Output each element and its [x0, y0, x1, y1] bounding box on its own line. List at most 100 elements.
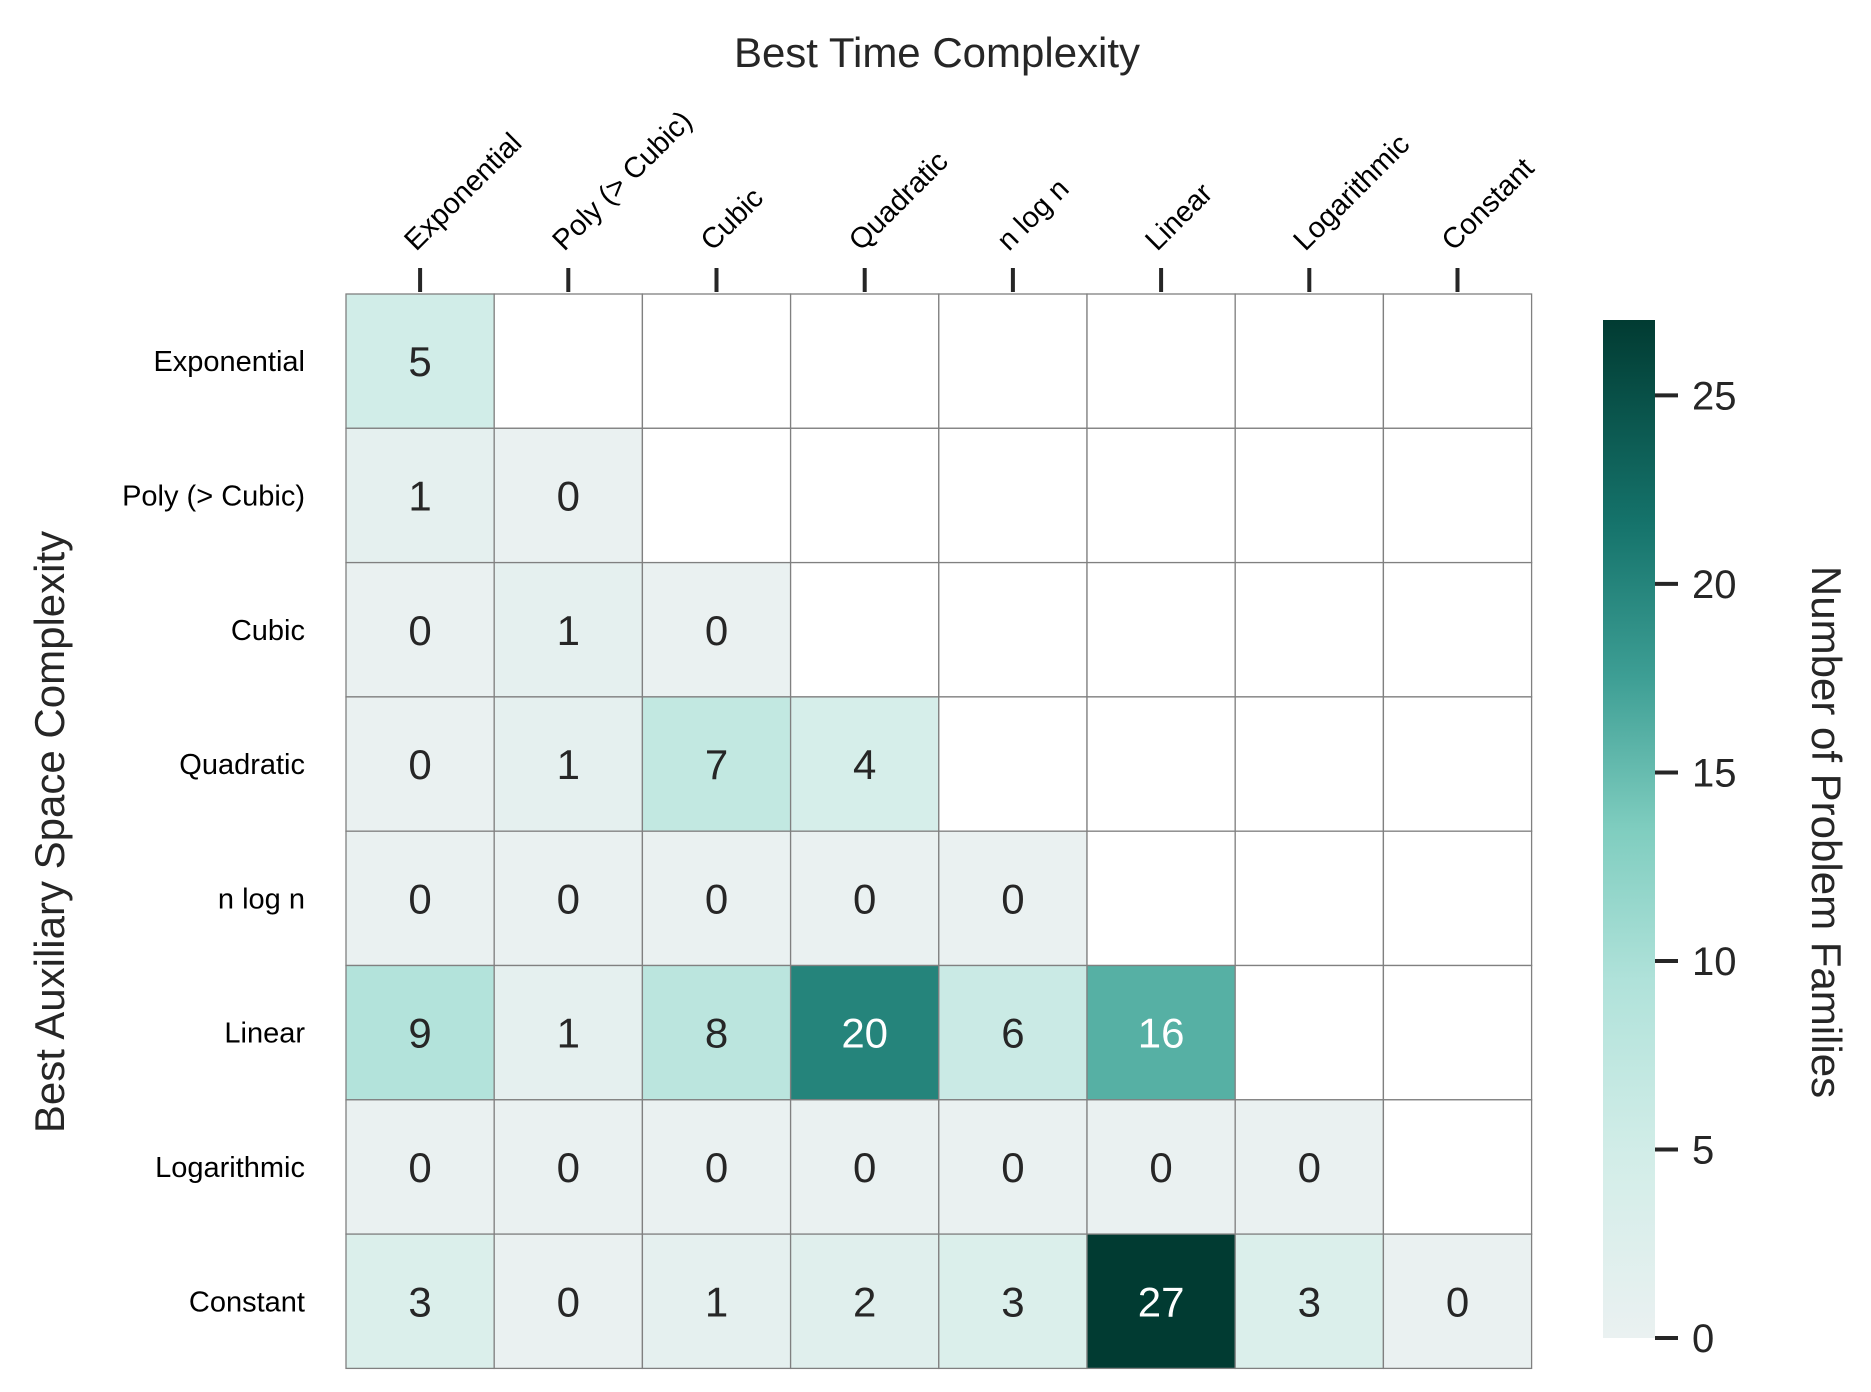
y-tick-label: Quadratic — [179, 749, 305, 781]
cell-value-label: 7 — [705, 741, 728, 788]
heatmap-cell — [641, 427, 792, 564]
heatmap-cell — [345, 1233, 495, 1370]
heatmap-cell — [493, 964, 644, 1101]
colorbar-tick-label: 10 — [1692, 940, 1737, 984]
heatmap-cell — [1382, 427, 1533, 564]
cell-value-label: 0 — [408, 875, 431, 922]
colorbar-tick-label: 25 — [1692, 374, 1737, 418]
x-tick-label: Constant — [1436, 152, 1541, 257]
heatmap-cell — [938, 1099, 1088, 1235]
heatmap-cell — [641, 1099, 792, 1235]
heatmap-cell — [493, 293, 644, 429]
heatmap-cell — [493, 1233, 644, 1370]
heatmap-cell — [493, 696, 644, 832]
colorbar-tick-label: 20 — [1692, 563, 1737, 607]
heatmap-cell — [938, 696, 1088, 832]
heatmap-cell — [789, 1233, 940, 1370]
heatmap-cell — [789, 293, 940, 429]
heatmap-cell — [345, 964, 495, 1101]
heatmap-cell — [345, 830, 495, 967]
heatmap-cell — [938, 561, 1088, 698]
cell-value-label: 1 — [705, 1278, 728, 1325]
cell-value-label: 0 — [557, 1278, 580, 1325]
cell-value-label: 1 — [408, 472, 431, 519]
cell-value-label: 1 — [557, 607, 580, 654]
heatmap-cell — [641, 1233, 792, 1370]
heatmap-cell — [493, 1099, 644, 1235]
y-tick-label: Poly (> Cubic) — [122, 480, 305, 512]
heatmap-cell — [493, 427, 644, 564]
heatmap-cell — [641, 964, 792, 1101]
heatmap-cell — [1382, 964, 1533, 1101]
y-axis-ticks: Exponential Poly (> Cubic) Cubic Quadratic n… — [122, 346, 305, 1318]
cell-value-label: 0 — [557, 1144, 580, 1191]
colorbar: 0 5 10 15 20 25 — [1603, 320, 1737, 1361]
cell-value-label: 0 — [557, 472, 580, 519]
heatmap-cell — [789, 1099, 940, 1235]
heatmap-cell — [938, 964, 1088, 1101]
cell-value-label: 0 — [705, 875, 728, 922]
heatmap-cell — [1382, 1099, 1533, 1235]
heatmap-cell — [1086, 1099, 1236, 1235]
heatmap-cell — [1234, 561, 1385, 698]
x-tick-label: Quadratic — [843, 145, 955, 257]
cell-value-label: 0 — [408, 1144, 431, 1191]
cell-value-label: 4 — [853, 741, 876, 788]
heatmap-cell — [345, 427, 495, 564]
heatmap-cell — [1382, 696, 1533, 832]
chart-title: Best Time Complexity — [734, 29, 1140, 76]
cell-value-label: 27 — [1138, 1278, 1185, 1325]
y-tick-label: n log n — [218, 883, 305, 915]
heatmap-cell — [789, 427, 940, 564]
cell-value-label: 0 — [1001, 1144, 1024, 1191]
heatmap-cell — [641, 293, 792, 429]
heatmap-cell — [641, 830, 792, 967]
cell-value-label: 8 — [705, 1010, 728, 1057]
cell-value-label: 0 — [705, 1144, 728, 1191]
cell-value-label: 9 — [408, 1010, 431, 1057]
heatmap-cell — [938, 427, 1088, 564]
heatmap-cell — [1382, 561, 1533, 698]
heatmap-cell — [938, 1233, 1088, 1370]
heatmap-cell — [789, 561, 940, 698]
heatmap-cell — [1086, 696, 1236, 832]
x-tick-label: Linear — [1139, 177, 1219, 257]
x-tick-label: Cubic — [695, 182, 770, 257]
cell-value-label: 1 — [557, 741, 580, 788]
colorbar-tick-label: 15 — [1692, 751, 1737, 795]
cell-value-label: 6 — [1001, 1010, 1024, 1057]
heatmap-cell — [1382, 830, 1533, 967]
cell-value-label: 0 — [408, 741, 431, 788]
y-tick-label: Constant — [189, 1286, 305, 1318]
heatmap-cell — [1234, 1233, 1385, 1370]
cell-value-label: 0 — [1149, 1144, 1172, 1191]
cell-value-label: 5 — [408, 338, 431, 385]
colorbar-gradient — [1603, 320, 1655, 1338]
heatmap-cell — [1086, 561, 1236, 698]
y-axis-label: Best Auxiliary Space Complexity — [26, 531, 73, 1133]
heatmap-cell — [641, 561, 792, 698]
cell-value-label: 0 — [705, 607, 728, 654]
heatmap-cell — [789, 964, 940, 1101]
cell-value-label: 0 — [408, 607, 431, 654]
heatmap-cell — [789, 830, 940, 967]
cell-value-label: 0 — [853, 875, 876, 922]
heatmap-cell — [1382, 293, 1533, 429]
heatmap-cell-labels: 51 00 1 00 1 7 40 0 0 0 09 1 8 20 6 160 0 0 0 0 0 03 0 1 2 3 27 3 0 — [408, 338, 1469, 1325]
heatmap-cell — [1234, 293, 1385, 429]
x-tick-label: Logarithmic — [1288, 128, 1417, 257]
y-tick-label: Logarithmic — [155, 1152, 305, 1184]
heatmap-cell — [493, 830, 644, 967]
cell-value-label: 3 — [1298, 1278, 1321, 1325]
heatmap-cell — [1086, 830, 1236, 967]
heatmap-cell — [938, 830, 1088, 967]
y-tick-label: Cubic — [231, 615, 305, 647]
heatmap-cells — [345, 293, 1533, 1370]
cell-value-label: 3 — [408, 1278, 431, 1325]
heatmap-cell — [345, 696, 495, 832]
heatmap-cell — [1086, 964, 1236, 1101]
cell-value-label: 0 — [1001, 875, 1024, 922]
y-tick-label: Exponential — [153, 346, 305, 378]
heatmap-cell — [1234, 964, 1385, 1101]
cell-value-label: 0 — [1298, 1144, 1321, 1191]
